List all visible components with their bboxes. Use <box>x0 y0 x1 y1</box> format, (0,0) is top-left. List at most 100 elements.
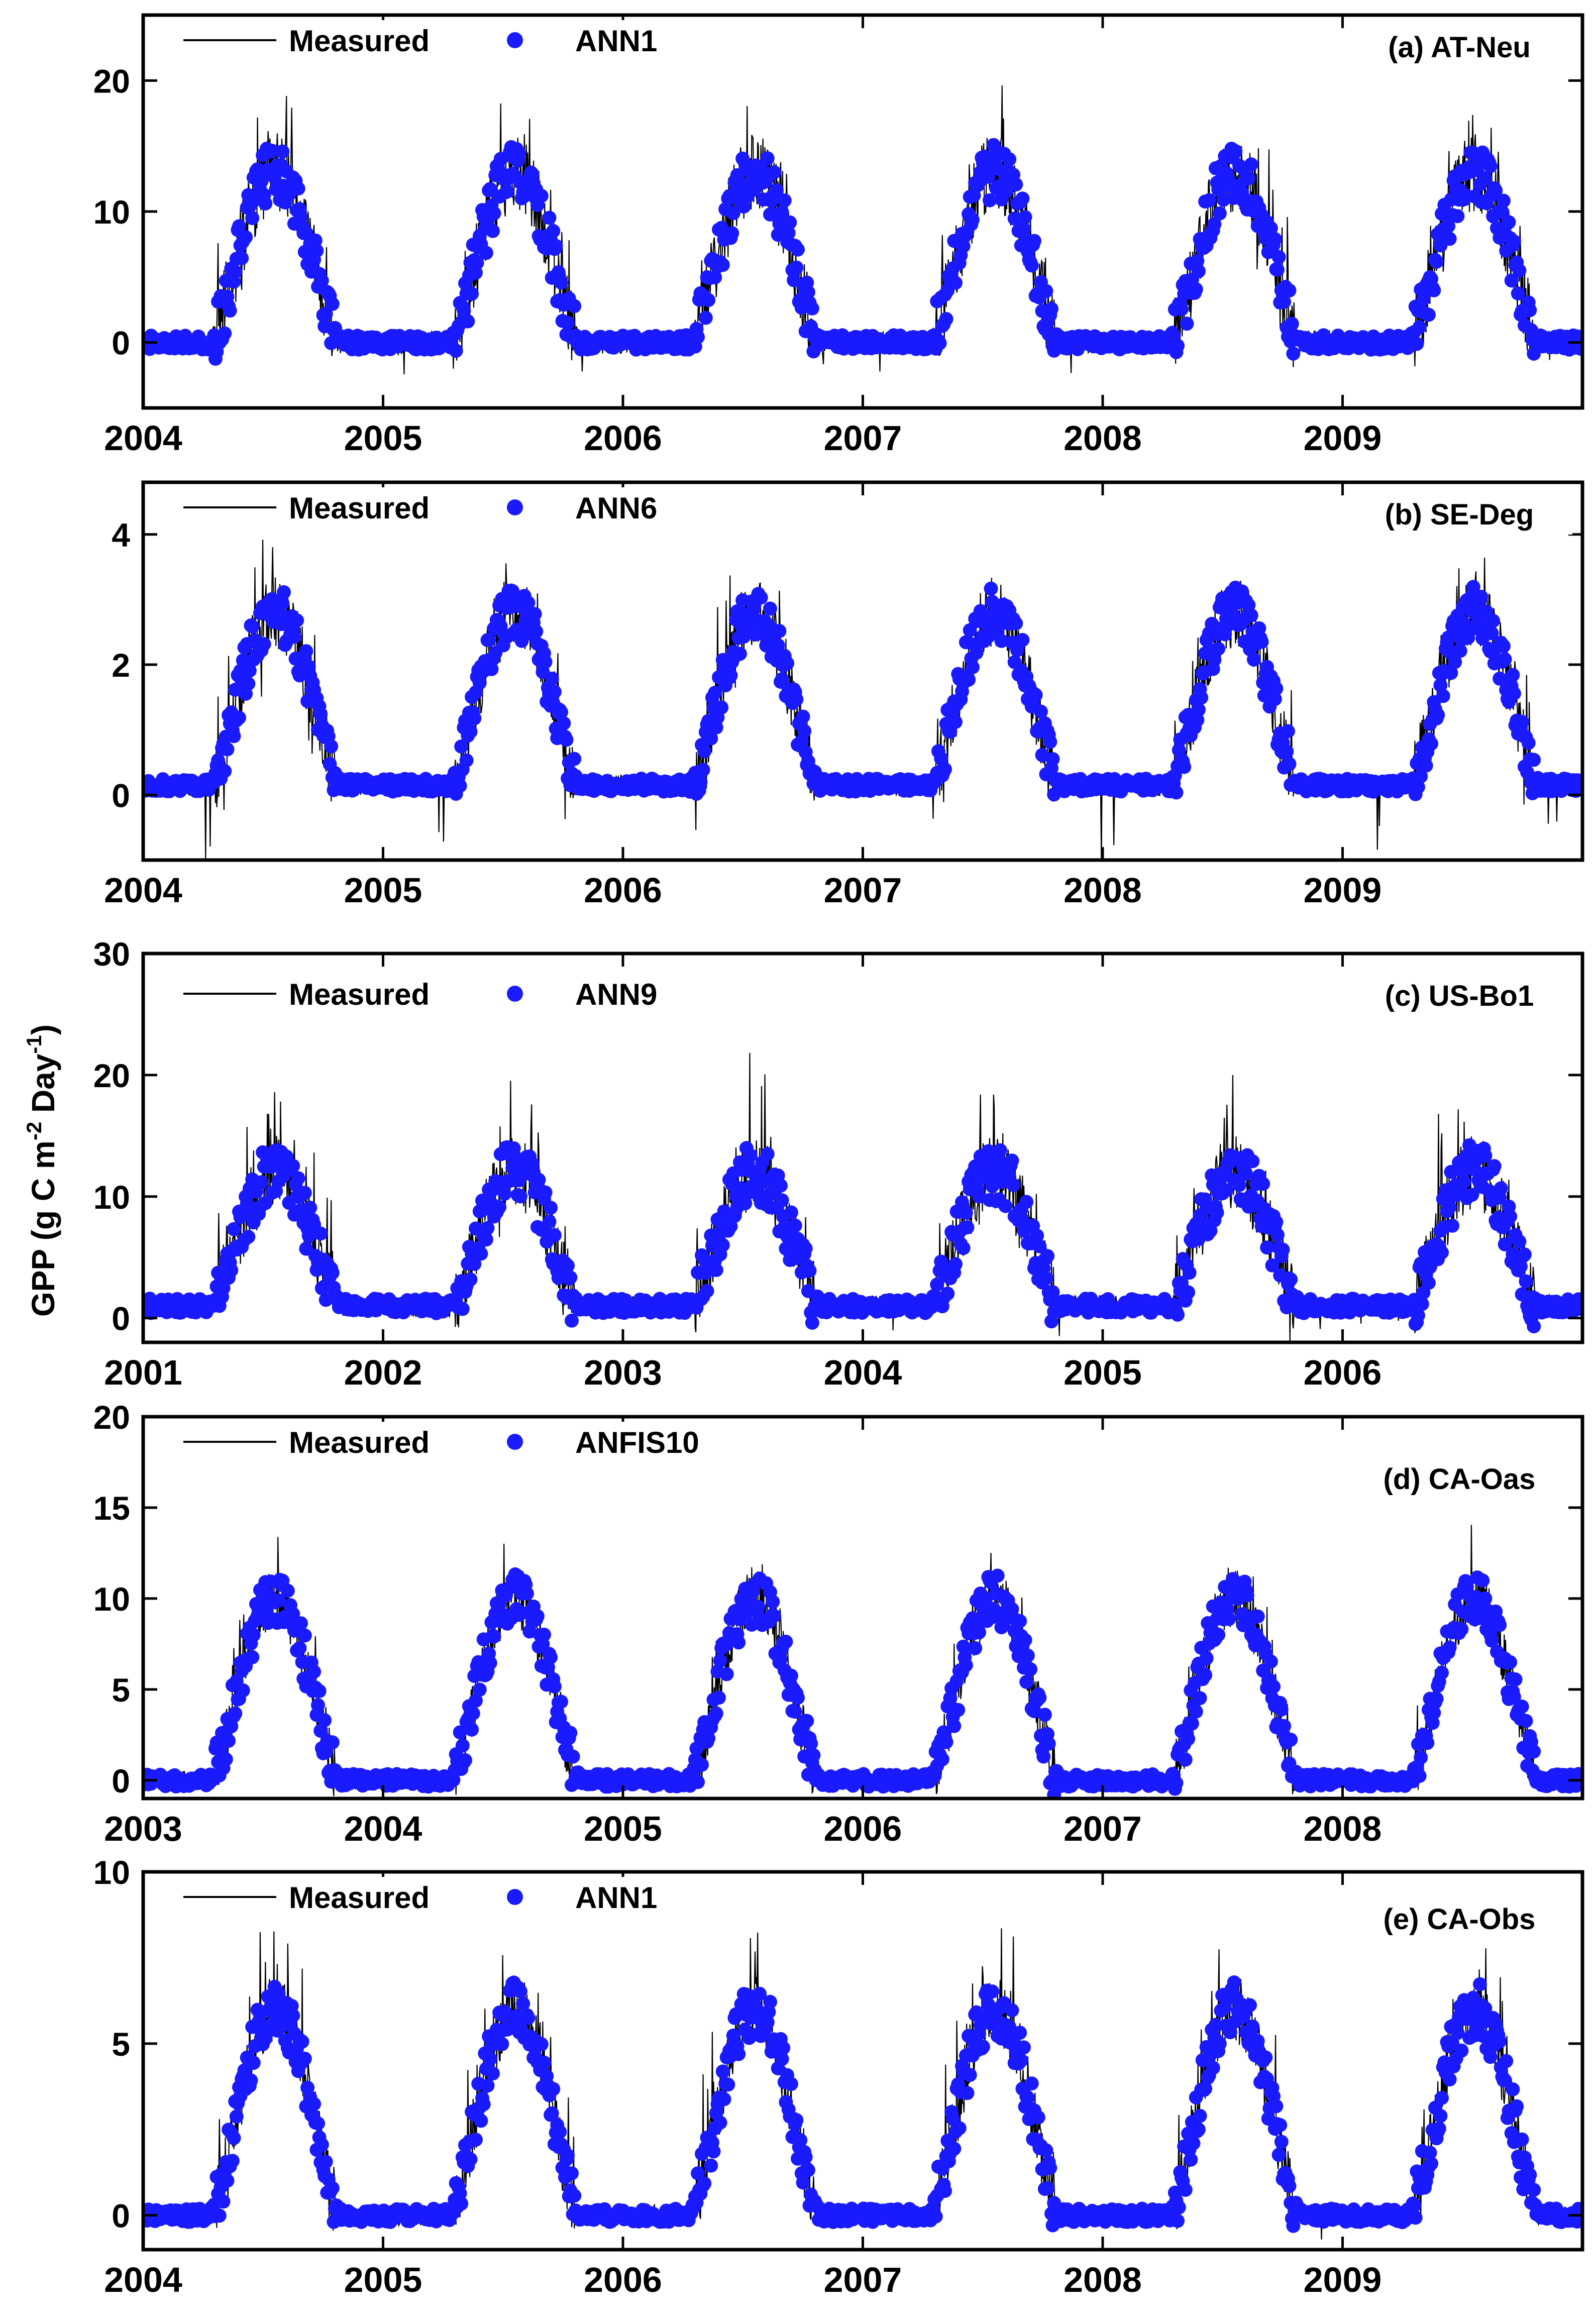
model-point <box>469 2133 483 2147</box>
model-point <box>1216 192 1231 207</box>
model-point <box>693 775 708 789</box>
model-point <box>962 672 976 687</box>
model-point <box>1256 1177 1270 1191</box>
model-point <box>216 1281 231 1296</box>
model-point <box>309 244 324 258</box>
model-point <box>1508 1672 1523 1686</box>
model-point <box>307 1664 322 1679</box>
model-point <box>1444 666 1458 680</box>
model-point <box>738 1196 753 1211</box>
model-point <box>567 2188 582 2203</box>
model-point <box>453 779 467 793</box>
model-point <box>719 1667 734 1681</box>
model-point <box>483 1656 497 1670</box>
panel-label-bg <box>1407 26 1572 67</box>
model-point <box>521 595 536 610</box>
model-point <box>1286 346 1301 361</box>
model-point <box>955 1195 969 1209</box>
model-point <box>237 2063 252 2078</box>
x-tick-label: 2008 <box>1064 871 1142 910</box>
model-point <box>1018 210 1032 225</box>
model-point <box>1502 215 1516 230</box>
plot-area-2 <box>143 540 1582 860</box>
model-point <box>246 2056 261 2070</box>
panel-label-4: (d) CA-Oas <box>1384 1463 1536 1496</box>
x-tick-label: 2004 <box>344 1809 422 1848</box>
model-point <box>1009 616 1023 630</box>
model-point <box>549 239 563 253</box>
model-point <box>715 1238 730 1252</box>
model-point <box>935 1752 949 1766</box>
legend-model-swatch <box>507 1434 523 1450</box>
model-point <box>1414 1750 1428 1765</box>
model-point <box>1494 1181 1508 1196</box>
x-tick-label: 2005 <box>344 871 422 910</box>
model-point <box>303 1201 317 1215</box>
y-tick-label: 15 <box>93 1490 130 1527</box>
model-point <box>939 1735 953 1749</box>
model-point <box>1527 1319 1541 1334</box>
model-point <box>1519 1714 1533 1728</box>
model-point <box>227 1222 241 1236</box>
x-tick-label: 2006 <box>824 1809 902 1848</box>
y-tick-label: 4 <box>112 516 130 554</box>
model-point <box>1032 1239 1047 1253</box>
model-point <box>1420 1736 1435 1750</box>
model-point <box>453 1725 467 1740</box>
model-point <box>695 1757 709 1772</box>
model-point <box>313 1226 328 1241</box>
x-tick-label: 2007 <box>1064 1809 1142 1848</box>
model-point <box>1515 1287 1529 1302</box>
model-point <box>220 742 235 757</box>
model-point <box>1506 668 1520 682</box>
model-point <box>242 663 257 678</box>
model-point <box>1045 752 1060 766</box>
model-point <box>1027 1704 1041 1719</box>
model-point <box>1267 232 1282 246</box>
model-point <box>706 2144 721 2159</box>
model-point <box>1507 1689 1521 1704</box>
y-tick-label: 20 <box>93 62 130 99</box>
model-point <box>563 1726 578 1740</box>
model-point <box>479 1232 493 1247</box>
model-point <box>487 1629 501 1644</box>
model-point <box>708 270 722 285</box>
model-point <box>537 1627 551 1642</box>
model-points-1 <box>143 138 1582 366</box>
legend-1: Measured ANN1 <box>163 20 756 60</box>
model-point <box>1503 1209 1518 1224</box>
model-point <box>1002 152 1017 167</box>
y-tick-label: 0 <box>112 1762 130 1800</box>
model-point <box>1507 234 1521 249</box>
y-axis-label: GPP (g C m-2 Day-1) <box>22 1024 61 1317</box>
model-point <box>1465 1188 1479 1202</box>
model-point <box>1028 688 1043 702</box>
model-point <box>1039 284 1053 298</box>
model-point <box>454 740 469 754</box>
model-point <box>461 314 475 329</box>
model-point <box>1478 171 1493 185</box>
panel-label-bg <box>1407 1458 1572 1499</box>
legend-model-label: ANN1 <box>575 24 657 58</box>
model-point <box>457 303 471 318</box>
model-point <box>1041 1736 1056 1751</box>
model-point <box>291 1171 305 1186</box>
model-point <box>325 1265 340 1280</box>
model-point <box>294 209 308 224</box>
x-tick-label: 2004 <box>824 1353 902 1392</box>
model-point <box>805 1316 819 1330</box>
model-points-3 <box>143 1138 1582 1334</box>
model-point <box>458 1753 472 1767</box>
model-point <box>1507 686 1521 701</box>
model-point <box>561 315 575 330</box>
model-point <box>1433 678 1448 692</box>
model-point <box>770 183 784 197</box>
model-point <box>1194 690 1209 705</box>
model-point <box>779 1634 793 1649</box>
model-point <box>220 2173 235 2188</box>
x-tick-label: 2008 <box>1304 1809 1382 1848</box>
model-point <box>538 1185 553 1200</box>
model-point <box>470 256 484 270</box>
model-point <box>1527 753 1541 767</box>
